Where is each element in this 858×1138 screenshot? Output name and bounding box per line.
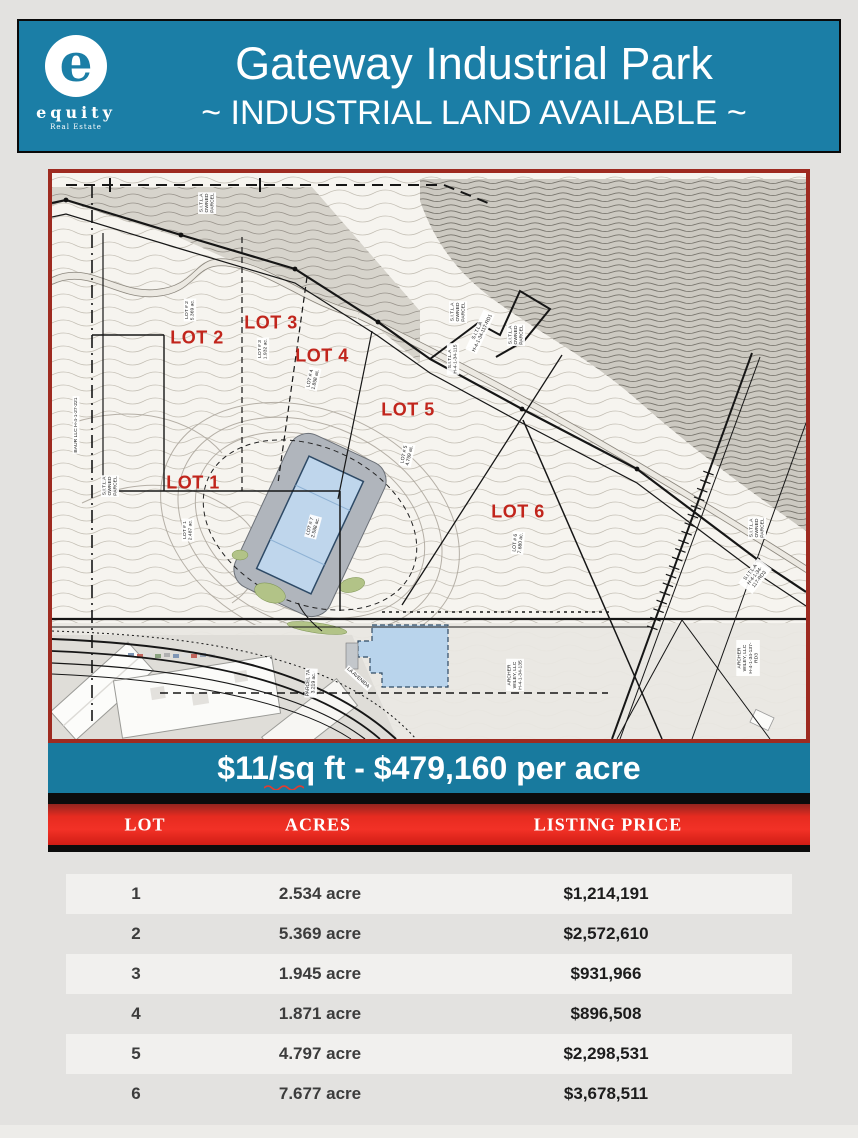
lot-price: $896,508 [570,1004,642,1023]
lot-acres: 7.677 acre [278,1084,362,1103]
lot-label: LOT 2 [170,327,224,348]
lot-number: 4 [131,1004,141,1023]
lot-acres: 4.797 acre [278,1044,362,1063]
site-plan-map-inner: LOT 1 LOT 2 LOT 3 LOT 4 LOT 5 LOT 6 S.I.T.L.A … [52,173,806,739]
logo-name: equity [36,103,116,122]
table-row: 6 7.677 acre $3,678,511 [48,1074,810,1114]
col-header-price: LISTING PRICE [533,814,683,834]
site-plan-map: LOT 1 LOT 2 LOT 3 LOT 4 LOT 5 LOT 6 S.I.T.L.A … [48,169,810,743]
lot-label: LOT 6 [491,501,545,522]
lot-label: LOT 4 [295,345,349,366]
lot-number: 3 [131,964,141,983]
parcel-annotation: S.I.T.L.A OWNED PARCEL [507,324,525,346]
price-banner: $11/sq ft - $479,160 per acre [48,743,810,793]
spellcheck-squiggle [264,785,304,790]
parcel-annotation: S.I.T.L.A H-4-1-34-115 [446,343,460,375]
header-titles: Gateway Industrial Park ~ INDUSTRIAL LAN… [133,21,839,151]
lot-price: $1,214,191 [563,884,649,903]
bottom-margin-strip [0,1125,858,1138]
col-header-lot: LOT [124,814,166,834]
table-row: 4 1.871 acre $896,508 [48,994,810,1034]
table-row: 2 5.369 acre $2,572,610 [48,914,810,954]
parcel-annotation: S.I.T.L.A OWNED PARCEL [198,192,216,214]
row-stripe [66,874,792,914]
row-stripe [66,954,792,994]
table-header: LOT ACRES LISTING PRICE [48,793,810,852]
parcel-annotation: BAUR LLC H-4-1-27-221 [72,396,80,454]
lot-price: $2,572,610 [563,924,649,943]
col-header-acres: ACRES [284,814,352,834]
lot-acres: 2.534 acre [278,884,362,903]
parcel-annotation: S.I.T.L.A OWNED PARCEL [748,517,766,539]
table-row: 3 1.945 acre $931,966 [48,954,810,994]
parcel-annotation: ARCHER WILEY, LLC H-4-1-34-137-RD3 [736,640,760,676]
equity-logo-icon: e [45,35,107,97]
parcel-annotation: ARCHER WILEY, LLC H-4-1-34-135 [506,659,524,691]
page-subtitle: ~ INDUSTRIAL LAND AVAILABLE ~ [201,94,747,133]
logo-tagline: Real Estate [50,123,102,131]
lot-number: 6 [131,1084,141,1103]
parcel-annotation: LOT # 1 2.487 ac. [181,518,195,542]
parcel-annotation: PARCEL 7A 3.219 ac. [304,668,318,698]
lot-price: $2,298,531 [563,1044,649,1063]
parcel-annotation: S.I.T.L.A OWNED PARCEL [101,475,119,497]
lot-label: LOT 3 [244,312,298,333]
lot-number: 1 [131,884,141,903]
header-banner: e equity Real Estate Gateway Industrial … [17,19,841,153]
lot-price: $3,678,511 [563,1084,649,1103]
parcel-annotation: LOT # 3 1.932 ac. [256,337,270,361]
lot-label: LOT 5 [381,399,435,420]
lot-acres: 1.945 acre [278,964,362,983]
price-banner-text: $11/sq ft - $479,160 per acre [217,750,641,786]
table-row: 1 2.534 acre $1,214,191 [48,874,810,914]
parcel-annotation: LOT # 2 5.369 ac. [183,298,197,322]
parcel-annotation: LOT # 6 7.680 ac. [510,531,526,555]
site-plan-drawing [52,173,806,739]
lot-label: LOT 1 [166,472,220,493]
lot-acres: 1.871 acre [278,1004,362,1023]
lot-number: 5 [131,1044,141,1063]
lot-number: 2 [131,924,141,943]
lot-acres: 5.369 acre [278,924,362,943]
table-row: 5 4.797 acre $2,298,531 [48,1034,810,1074]
equity-logo: e equity Real Estate [19,21,133,151]
row-stripe [66,1034,792,1074]
equity-e-glyph: e [59,32,93,94]
page-title: Gateway Industrial Park [235,38,713,90]
parcel-annotation: S.I.T.L.A OWNED PARCEL [449,301,467,323]
lot-price: $931,966 [570,964,642,983]
